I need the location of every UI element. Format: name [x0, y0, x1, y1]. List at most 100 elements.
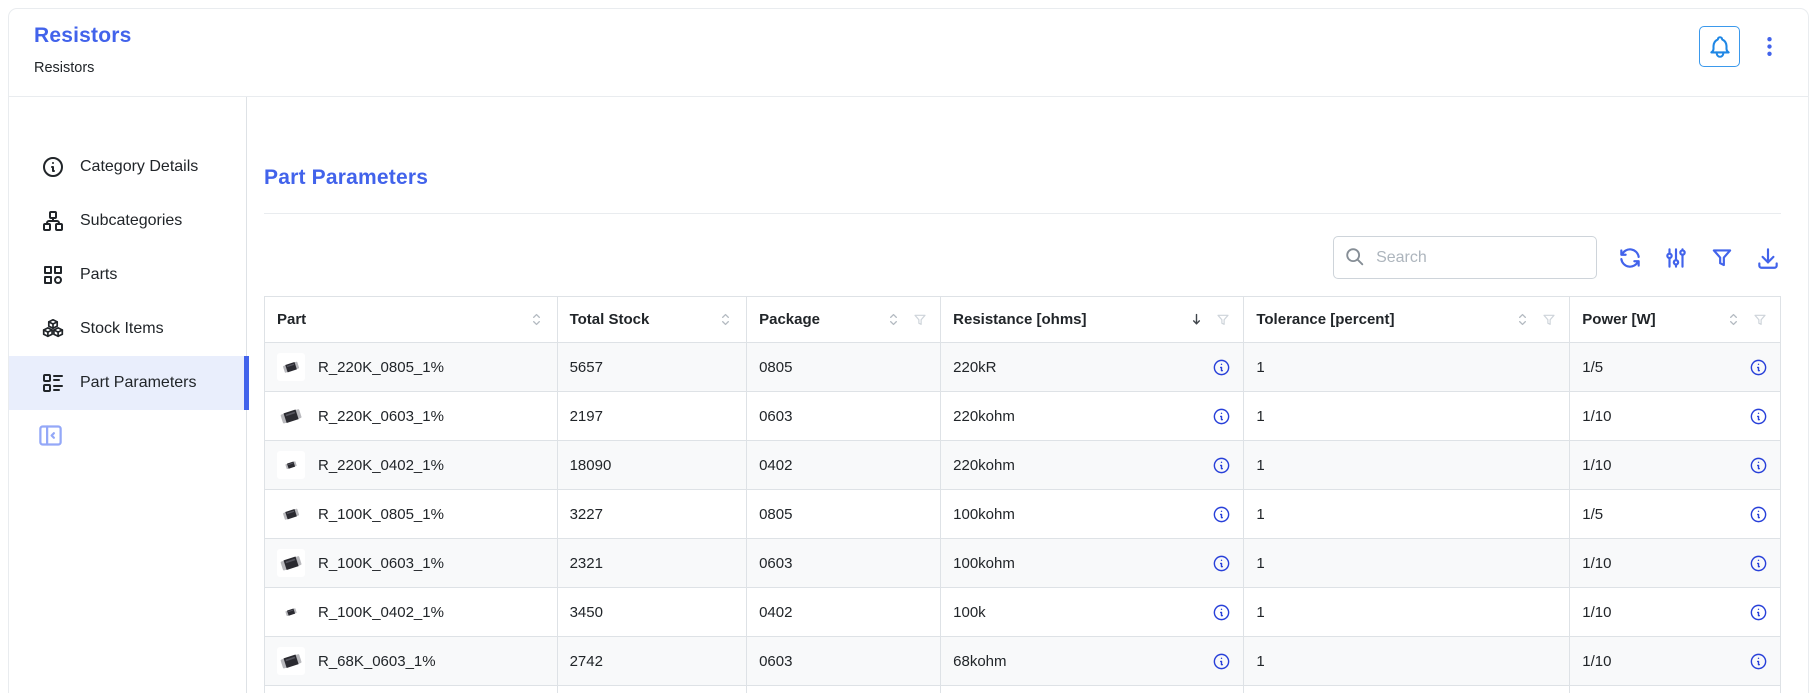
overflow-menu-button[interactable]	[1757, 34, 1782, 59]
sidebar-item-part-parameters[interactable]: Part Parameters	[9, 356, 249, 410]
total-stock-cell: 3735	[556, 685, 748, 693]
sort-selector-icon	[532, 313, 540, 326]
list-details-icon	[43, 374, 63, 392]
search-box	[1333, 236, 1598, 279]
total-stock-cell: 3450	[556, 587, 748, 637]
total-stock-cell: 3227	[556, 489, 748, 539]
column-label: Power [W]	[1582, 311, 1656, 328]
package-cell: 0603	[746, 636, 942, 686]
info-icon	[1214, 555, 1230, 571]
table-row[interactable]: R_68K_0805_1%3735080568kohm11/5	[264, 685, 1782, 693]
resistance-info-button[interactable]	[1212, 554, 1231, 573]
resistance-info-button[interactable]	[1212, 603, 1231, 622]
tolerance-cell: 1	[1243, 636, 1571, 686]
app-body: Category Details Subcategories Parts Stock …	[9, 97, 1808, 693]
sidebar-nav: Category Details Subcategories Parts Stock …	[9, 140, 249, 410]
table-row[interactable]: R_220K_0805_1% 5657 0805 220kR 1 1/5	[264, 342, 1782, 392]
info-icon	[1750, 555, 1767, 571]
sidebar-item-category-details[interactable]: Category Details	[9, 140, 246, 194]
page-header-left: Resistors Resistors	[34, 24, 132, 76]
resistance-info-button[interactable]	[1212, 652, 1231, 671]
info-icon	[1750, 457, 1767, 473]
download-button[interactable]	[1755, 245, 1781, 271]
table-row[interactable]: R_100K_0603_1% 2321 0603 100kohm 1 1/10	[264, 538, 1782, 588]
package-cell: 0805	[746, 685, 942, 693]
column-header-tolerance-percent-[interactable]: Tolerance [percent]	[1243, 296, 1571, 343]
part-thumbnail	[277, 353, 305, 381]
table-row[interactable]: R_220K_0603_1% 2197 0603 220kohm 1 1/10	[264, 391, 1782, 441]
sidebar-item-stock-items[interactable]: Stock Items	[9, 302, 246, 356]
resistance-info-button[interactable]	[1212, 456, 1231, 475]
dots-vertical-icon	[1767, 37, 1772, 56]
refresh-button[interactable]	[1617, 245, 1643, 271]
power-value: 1/10	[1582, 652, 1612, 670]
sidebar-item-subcategories[interactable]: Subcategories	[9, 194, 246, 248]
table-row[interactable]: R_100K_0805_1% 3227 0805 100kohm 1 1/5	[264, 489, 1782, 539]
resistance-value: 220kohm	[953, 456, 1015, 474]
power-value: 1/10	[1582, 456, 1612, 474]
adjustments-icon	[1666, 247, 1686, 268]
column-header-package[interactable]: Package	[746, 296, 942, 343]
info-icon	[1214, 604, 1230, 620]
power-value: 1/5	[1582, 358, 1604, 376]
breadcrumb[interactable]: Resistors	[34, 60, 95, 76]
panel-title: Part Parameters	[264, 166, 429, 189]
table-row[interactable]: R_68K_0603_1% 2742 0603 68kohm 1 1/10	[264, 636, 1782, 686]
power-info-button[interactable]	[1749, 505, 1768, 524]
resistance-value: 100kohm	[953, 554, 1015, 572]
table-row[interactable]: R_100K_0402_1% 3450 0402 100k 1 1/10	[264, 587, 1782, 637]
resistance-info-button[interactable]	[1212, 407, 1231, 426]
tolerance-cell: 1	[1243, 685, 1571, 693]
part-name: R_220K_0402_1%	[318, 456, 444, 474]
tolerance-cell: 1	[1243, 587, 1571, 637]
part-thumbnail	[277, 402, 305, 430]
header-actions	[1699, 26, 1782, 67]
info-icon	[1214, 359, 1230, 375]
column-filter-icon	[1543, 314, 1555, 325]
power-info-button[interactable]	[1749, 603, 1768, 622]
power-info-button[interactable]	[1749, 358, 1768, 377]
power-value: 1/10	[1582, 407, 1612, 425]
power-info-button[interactable]	[1749, 407, 1768, 426]
column-header-resistance-ohms-[interactable]: Resistance [ohms]	[940, 296, 1245, 343]
column-filter-icon	[914, 314, 926, 325]
resistance-info-button[interactable]	[1212, 505, 1231, 524]
resistance-value: 100k	[953, 603, 986, 621]
resistance-value: 220kohm	[953, 407, 1015, 425]
resistor-chip-icon	[283, 361, 300, 373]
category-icon	[44, 266, 62, 284]
power-info-button[interactable]	[1749, 652, 1768, 671]
power-info-button[interactable]	[1749, 456, 1768, 475]
power-info-button[interactable]	[1749, 554, 1768, 573]
filter-button[interactable]	[1709, 245, 1735, 271]
info-icon	[1750, 506, 1767, 522]
panel-divider	[264, 213, 1782, 214]
sidebar-item-label: Part Parameters	[80, 374, 197, 391]
sidebar-item-parts[interactable]: Parts	[9, 248, 246, 302]
column-header-power-w-[interactable]: Power [W]	[1569, 296, 1782, 343]
sort-selector-icon	[1519, 313, 1527, 326]
package-cell: 0402	[746, 440, 942, 490]
info-icon	[1214, 506, 1230, 522]
page-title: Resistors	[34, 24, 132, 47]
part-name: R_220K_0603_1%	[318, 407, 444, 425]
sort-selector-icon	[722, 313, 730, 326]
notifications-button[interactable]	[1699, 26, 1740, 67]
table-row[interactable]: R_220K_0402_1% 18090 0402 220kohm 1 1/10	[264, 440, 1782, 490]
resistance-value: 100kohm	[953, 505, 1015, 523]
resistance-info-button[interactable]	[1212, 358, 1231, 377]
power-value: 1/10	[1582, 603, 1612, 621]
sidebar-collapse-button[interactable]	[37, 422, 64, 449]
table-settings-button[interactable]	[1663, 245, 1689, 271]
total-stock-cell: 2197	[556, 391, 748, 441]
info-icon	[1750, 359, 1767, 375]
main-panel: Part Parameters	[247, 97, 1808, 693]
search-input[interactable]	[1333, 236, 1598, 279]
sidebar-item-label: Stock Items	[80, 320, 164, 337]
sort-selector-icon	[890, 313, 898, 326]
power-value: 1/10	[1582, 554, 1612, 572]
column-header-total-stock[interactable]: Total Stock	[556, 296, 748, 343]
column-header-part[interactable]: Part	[264, 296, 558, 343]
part-thumbnail	[277, 647, 305, 675]
resistor-chip-icon	[280, 409, 302, 424]
